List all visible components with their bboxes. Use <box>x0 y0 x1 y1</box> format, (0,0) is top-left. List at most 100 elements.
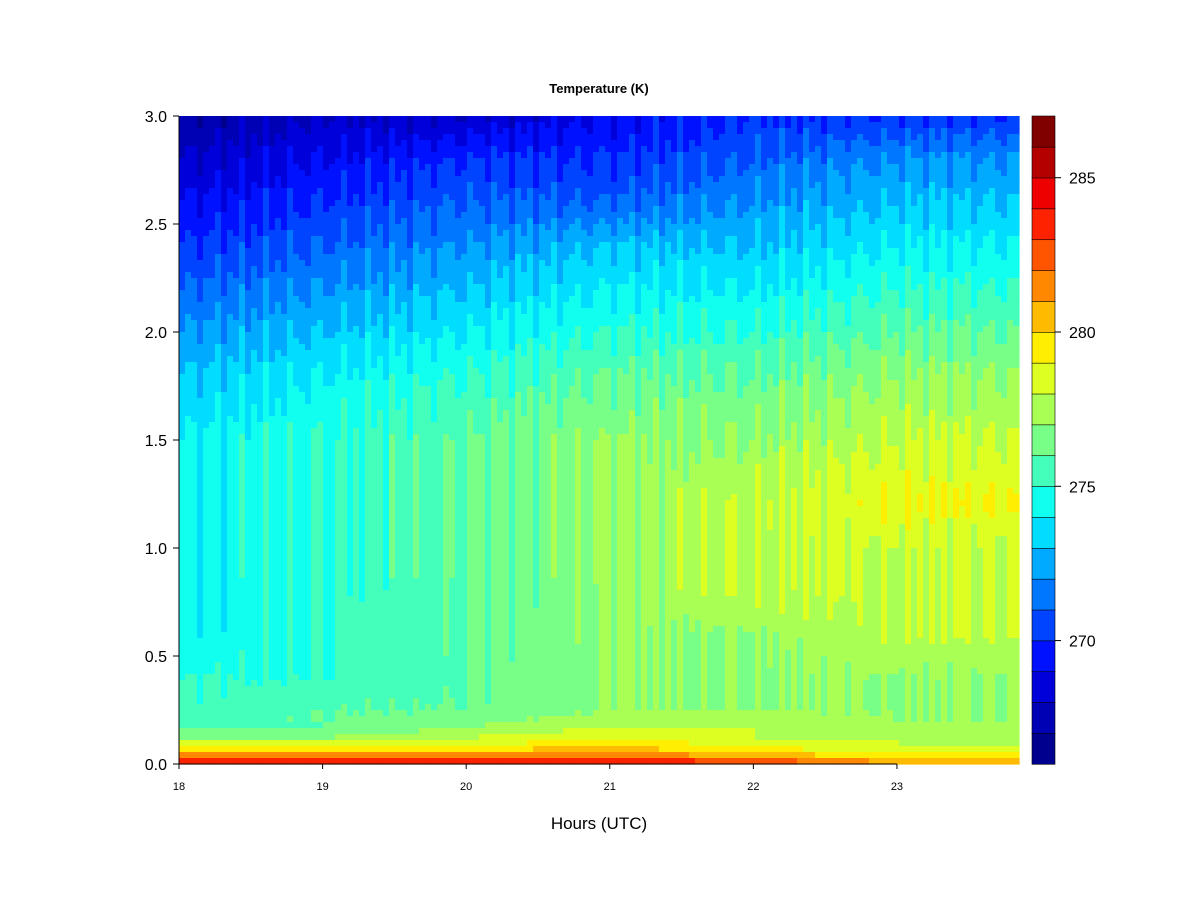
field-cell <box>335 422 342 429</box>
field-cell <box>347 680 354 687</box>
field-cell <box>365 290 372 297</box>
field-cell <box>317 374 324 381</box>
field-cell <box>257 116 264 123</box>
field-cell <box>419 758 426 765</box>
field-cell <box>281 326 288 333</box>
field-cell <box>395 356 402 363</box>
field-cell <box>305 716 312 723</box>
field-cell <box>395 536 402 543</box>
field-cell <box>419 470 426 477</box>
field-cell <box>395 674 402 681</box>
field-cell <box>251 116 258 123</box>
field-cell <box>377 590 384 597</box>
field-cell <box>293 182 300 189</box>
field-cell <box>443 236 450 243</box>
field-cell <box>263 554 270 561</box>
field-cell <box>293 668 300 675</box>
field-cell <box>341 332 348 339</box>
field-cell <box>281 374 288 381</box>
field-cell <box>191 320 198 327</box>
field-cell <box>419 230 426 237</box>
field-cell <box>293 152 300 159</box>
field-cell <box>359 494 366 501</box>
field-cell <box>353 404 360 411</box>
field-cell <box>395 260 402 267</box>
field-cell <box>347 728 354 735</box>
field-cell <box>311 218 318 225</box>
field-cell <box>419 524 426 531</box>
field-cell <box>263 518 270 525</box>
field-cell <box>305 236 312 243</box>
field-cell <box>269 188 276 195</box>
field-cell <box>413 716 420 723</box>
field-cell <box>179 344 186 351</box>
field-cell <box>209 224 216 231</box>
field-cell <box>437 200 444 207</box>
field-cell <box>209 644 216 651</box>
field-cell <box>233 530 240 537</box>
field-cell <box>299 422 306 429</box>
field-cell <box>383 152 390 159</box>
field-cell <box>425 758 432 765</box>
field-cell <box>347 518 354 525</box>
field-cell <box>239 188 246 195</box>
field-cell <box>383 734 390 741</box>
field-cell <box>185 182 192 189</box>
field-cell <box>449 338 456 345</box>
field-cell <box>347 542 354 549</box>
field-cell <box>365 704 372 711</box>
field-cell <box>293 692 300 699</box>
field-cell <box>359 314 366 321</box>
field-cell <box>377 746 384 753</box>
field-cell <box>353 542 360 549</box>
field-cell <box>407 434 414 441</box>
field-cell <box>437 572 444 579</box>
field-cell <box>431 434 438 441</box>
field-cell <box>395 476 402 483</box>
field-cell <box>287 350 294 357</box>
field-cell <box>329 308 336 315</box>
field-cell <box>377 338 384 345</box>
field-cell <box>263 620 270 627</box>
field-cell <box>395 206 402 213</box>
field-cell <box>425 410 432 417</box>
field-cell <box>287 518 294 525</box>
field-cell <box>401 554 408 561</box>
field-cell <box>419 338 426 345</box>
field-cell <box>263 188 270 195</box>
field-cell <box>215 242 222 249</box>
field-cell <box>257 320 264 327</box>
field-cell <box>251 170 258 177</box>
field-cell <box>191 296 198 303</box>
field-cell <box>269 722 276 729</box>
field-cell <box>185 476 192 483</box>
field-cell <box>275 290 282 297</box>
field-cell <box>395 734 402 741</box>
field-cell <box>437 626 444 633</box>
field-cell <box>287 386 294 393</box>
field-cell <box>287 734 294 741</box>
field-cell <box>383 416 390 423</box>
field-cell <box>329 404 336 411</box>
field-cell <box>317 182 324 189</box>
field-cell <box>299 512 306 519</box>
field-cell <box>341 296 348 303</box>
field-cell <box>413 134 420 141</box>
field-cell <box>335 650 342 657</box>
field-cell <box>443 560 450 567</box>
field-cell <box>449 314 456 321</box>
field-cell <box>221 362 228 369</box>
field-cell <box>443 350 450 357</box>
field-cell <box>239 602 246 609</box>
field-cell <box>293 248 300 255</box>
field-cell <box>335 686 342 693</box>
field-cell <box>311 728 318 735</box>
field-cell <box>335 632 342 639</box>
field-cell <box>203 710 210 717</box>
field-cell <box>305 476 312 483</box>
field-cell <box>281 314 288 321</box>
field-cell <box>215 188 222 195</box>
field-cell <box>431 620 438 627</box>
field-cell <box>299 542 306 549</box>
field-cell <box>365 182 372 189</box>
